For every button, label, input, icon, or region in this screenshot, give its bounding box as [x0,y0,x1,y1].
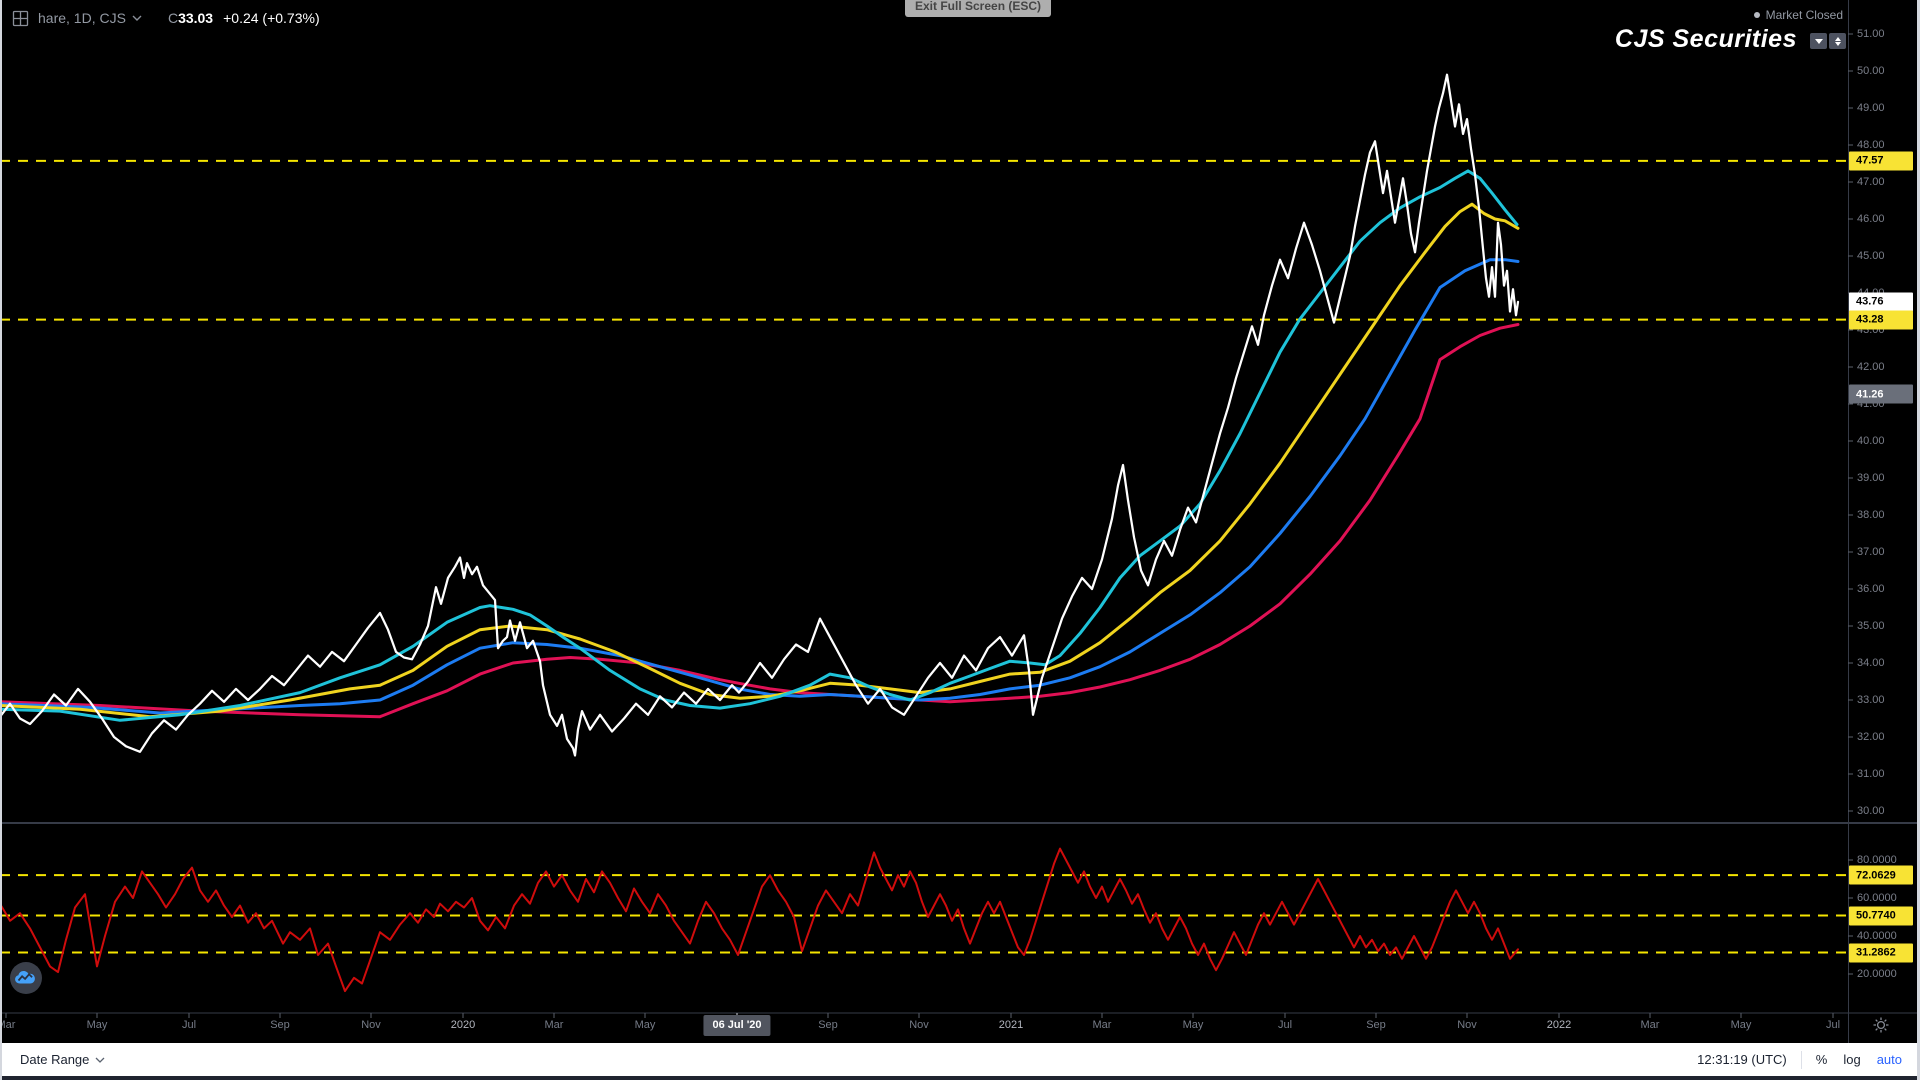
ma-slowest-line[interactable] [0,323,1520,719]
quote-values: C 33.03 +0.24 (+0.73%) [168,10,320,26]
window-bottom-edge [0,1076,1920,1080]
price-tick-label: 31.00 [1857,768,1885,780]
toolbar-right-group: 12:31:19 (UTC) % log auto [1697,1050,1902,1069]
time-tick-label: Jul [1825,1019,1841,1031]
date-range-dropdown[interactable]: Date Range [20,1052,105,1067]
time-tick-label: Jul [1277,1019,1293,1031]
triangle-up-icon [1834,36,1841,41]
market-status-badge: Market Closed [1753,8,1843,22]
price-line[interactable] [0,73,1520,757]
price-tick-label: 60.0000 [1857,892,1897,904]
price-tick-label: 45.00 [1857,250,1885,262]
price-tick-label: 37.00 [1857,546,1885,558]
log-scale-button[interactable]: log [1843,1052,1861,1067]
toolbar-divider [1800,1050,1802,1069]
ma-slow-line[interactable] [0,258,1520,715]
price-tick-label: 30.00 [1857,805,1885,817]
close-prefix-label: C [167,10,179,26]
price-tick-label: 34.00 [1857,657,1885,669]
price-axis-marker-31.2862: 31.2862 [1849,943,1913,963]
timezone-settings-button[interactable] [1872,1016,1890,1039]
price-tick-label: 40.0000 [1857,930,1897,942]
price-tick-label: 48.00 [1857,139,1885,151]
price-tick-label: 32.00 [1857,731,1885,743]
chevron-down-icon[interactable] [132,15,142,21]
time-tick-label: May [86,1019,108,1031]
status-dot-icon [1753,12,1760,18]
time-tick-label: Nov [361,1019,381,1031]
price-tick-label: 40.00 [1857,435,1885,447]
time-tick-label: 2021 [998,1019,1024,1031]
price-axis-marker-47.57: 47.57 [1849,151,1913,171]
time-tick-label: 2020 [450,1019,476,1031]
triangle-down-icon [1834,41,1841,46]
percent-scale-button[interactable]: % [1815,1052,1828,1067]
price-tick-label: 47.00 [1857,176,1885,188]
price-tick-label: 50.00 [1857,65,1885,77]
window-right-edge [1917,0,1920,1080]
time-tick-label: 2022 [1546,1019,1572,1031]
auto-scale-button[interactable]: auto [1876,1052,1902,1067]
indicator-logo-badge[interactable] [9,961,43,1000]
grid-layout-icon[interactable] [12,10,29,27]
time-tick-label: Mar [1092,1019,1112,1031]
price-tick-label: 80.0000 [1857,854,1897,866]
bottom-toolbar: Date Range 12:31:19 (UTC) % log auto [0,1043,1920,1076]
price-tick-label: 35.00 [1857,620,1885,632]
time-tick-label: May [1182,1019,1204,1031]
symbol-title[interactable]: hare, 1D, CJS [38,10,126,26]
date-range-label: Date Range [20,1052,90,1067]
market-status-label: Market Closed [1765,8,1843,22]
time-tick-label: Mar [1640,1019,1660,1031]
exit-fullscreen-button[interactable]: Exit Full Screen (ESC) [905,0,1052,17]
symbol-legend-row: hare, 1D, CJS C 33.03 +0.24 (+0.73%) [12,6,320,30]
price-tick-label: 49.00 [1857,102,1885,114]
price-axis-marker-43.76: 43.76 [1849,292,1913,312]
price-tick-label: 51.00 [1857,28,1885,40]
last-price-value: 33.03 [178,10,214,26]
price-axis-marker-50.7740: 50.7740 [1849,906,1913,926]
price-axis-marker-43.28: 43.28 [1849,310,1913,330]
clock-utc-label[interactable]: 12:31:19 (UTC) [1697,1052,1787,1067]
price-tick-label: 36.00 [1857,583,1885,595]
time-tick-label: Nov [1457,1019,1477,1031]
brand-logo: CJS Securities [1614,25,1797,53]
time-tick-label: Sep [270,1019,290,1031]
ma-mid-line[interactable] [0,202,1520,719]
ma-fast-line[interactable] [0,169,1519,722]
time-tick-label: Sep [818,1019,838,1031]
time-tick-label: May [1730,1019,1752,1031]
price-tick-label: 46.00 [1857,213,1885,225]
price-tick-label: 42.00 [1857,361,1885,373]
collapse-pane-button[interactable] [1810,33,1827,49]
time-tick-label: Mar [544,1019,564,1031]
price-tick-label: 20.0000 [1857,968,1897,980]
time-tick-label: Nov [909,1019,929,1031]
price-tick-label: 33.00 [1857,694,1885,706]
price-tick-label: 38.00 [1857,509,1885,521]
price-tick-label: 39.00 [1857,472,1885,484]
price-change-value: +0.24 (+0.73%) [223,10,320,26]
time-tick-label: Mar [0,1019,16,1031]
price-axis-marker-72.0629: 72.0629 [1849,865,1913,885]
time-tick-label: Jul [181,1019,197,1031]
oscillator-line[interactable] [0,847,1519,993]
triangle-down-icon [1814,38,1823,44]
window-left-edge [0,0,2,1080]
crosshair-date-label: 06 Jul '20 [703,1015,771,1036]
time-tick-label: May [634,1019,656,1031]
maximize-pane-button[interactable] [1829,33,1846,49]
time-tick-label: Sep [1366,1019,1386,1031]
chevron-down-icon [95,1057,105,1063]
price-axis-marker-41.26: 41.26 [1849,384,1913,404]
